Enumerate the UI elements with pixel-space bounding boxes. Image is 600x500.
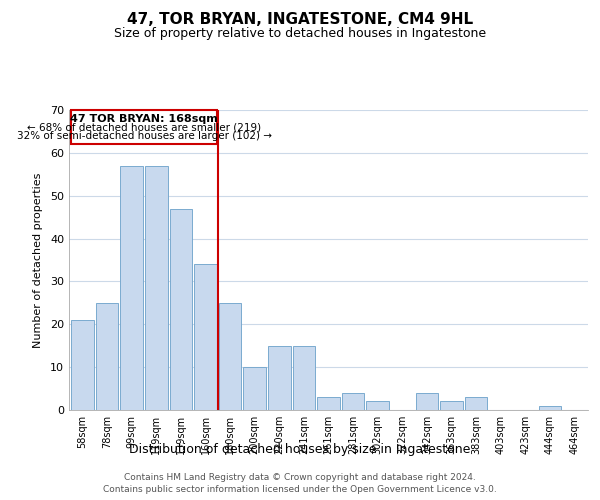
Text: Contains HM Land Registry data © Crown copyright and database right 2024.: Contains HM Land Registry data © Crown c… (124, 472, 476, 482)
Bar (145, 166, 167, 410)
Bar (244, 367, 266, 410)
Bar (293, 346, 315, 410)
Bar (96, 303, 118, 410)
Bar (440, 402, 463, 410)
Bar (219, 303, 241, 410)
Bar (539, 406, 561, 410)
Bar (317, 397, 340, 410)
Text: Size of property relative to detached houses in Ingatestone: Size of property relative to detached ho… (114, 28, 486, 40)
Bar (416, 393, 438, 410)
Bar (170, 208, 192, 410)
Bar (465, 397, 487, 410)
Text: ← 68% of detached houses are smaller (219): ← 68% of detached houses are smaller (21… (27, 123, 261, 133)
Bar (342, 393, 364, 410)
Bar (367, 402, 389, 410)
Y-axis label: Number of detached properties: Number of detached properties (33, 172, 43, 348)
Text: 32% of semi-detached houses are larger (102) →: 32% of semi-detached houses are larger (… (17, 132, 272, 141)
Bar (71, 320, 94, 410)
Text: Distribution of detached houses by size in Ingatestone: Distribution of detached houses by size … (130, 442, 470, 456)
FancyBboxPatch shape (71, 110, 217, 144)
Text: 47, TOR BRYAN, INGATESTONE, CM4 9HL: 47, TOR BRYAN, INGATESTONE, CM4 9HL (127, 12, 473, 28)
Bar (194, 264, 217, 410)
Bar (121, 166, 143, 410)
Text: Contains public sector information licensed under the Open Government Licence v3: Contains public sector information licen… (103, 485, 497, 494)
Bar (268, 346, 290, 410)
Text: 47 TOR BRYAN: 168sqm: 47 TOR BRYAN: 168sqm (70, 114, 218, 124)
